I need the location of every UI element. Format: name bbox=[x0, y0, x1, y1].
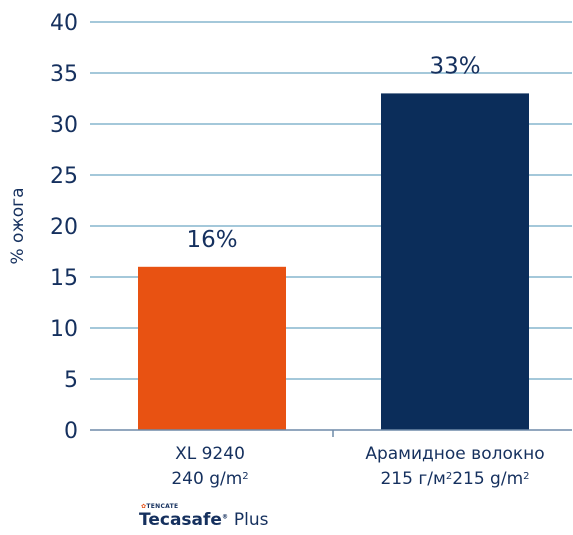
y-tick-label-25: 25 bbox=[50, 164, 78, 189]
y-tick-label-35: 35 bbox=[50, 62, 78, 87]
bar-2 bbox=[381, 93, 529, 431]
data-labels: 16% 33% bbox=[186, 53, 480, 252]
tencate-brand: ✿TENCATE bbox=[141, 503, 179, 510]
category-label-2-line2: 215 г/м2215 g/m2 bbox=[380, 469, 529, 489]
y-tick-label-0: 0 bbox=[64, 419, 78, 444]
y-tick-label-10: 10 bbox=[50, 317, 78, 342]
category-label-1-line1: XL 9240 bbox=[175, 444, 245, 464]
bar-1 bbox=[138, 266, 286, 430]
y-tick-label-5: 5 bbox=[64, 368, 78, 393]
y-tick-labels: 0 5 10 15 20 25 30 35 40 bbox=[50, 11, 78, 444]
y-axis-label: % ожога bbox=[8, 187, 28, 264]
category-label-2-line1: Арамидное волокно bbox=[365, 444, 544, 464]
data-label-2: 33% bbox=[429, 53, 480, 79]
data-label-1: 16% bbox=[186, 227, 237, 253]
y-tick-label-40: 40 bbox=[50, 11, 78, 36]
y-tick-label-20: 20 bbox=[50, 215, 78, 240]
category-label-1-line2: 240 g/m2 bbox=[171, 469, 248, 489]
y-tick-label-15: 15 bbox=[50, 266, 78, 291]
tecasafe-plus-wordmark: Tecasafe® Plus bbox=[139, 510, 269, 530]
y-tick-label-30: 30 bbox=[50, 113, 78, 138]
bars bbox=[138, 93, 529, 431]
